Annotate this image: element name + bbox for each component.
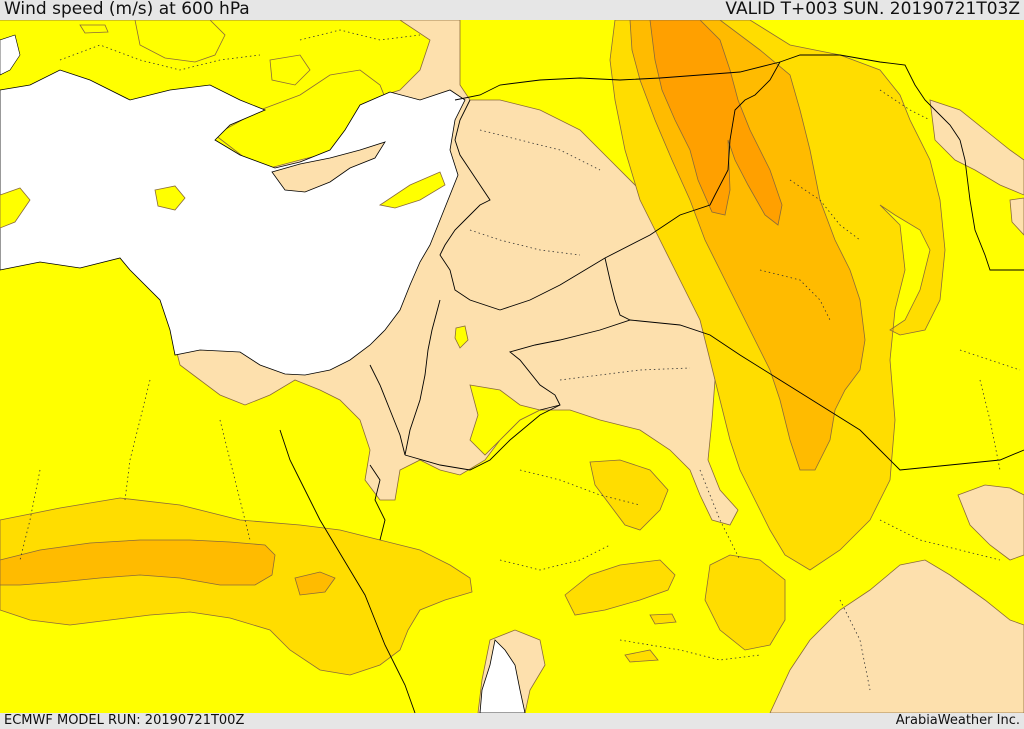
border-jordan-saudi (509, 257, 632, 411)
valid-time: VALID T+003 SUN. 20190721T03Z (725, 0, 1020, 19)
band-low-sea-patch (378, 171, 446, 209)
footer-bar: ECMWF MODEL RUN: 20190721T00Z ArabiaWeat… (0, 713, 1024, 729)
border-sinai-saudi (404, 404, 561, 471)
border-levant (439, 99, 501, 311)
band-low-sea-patch-2 (154, 185, 186, 211)
band-lowest-east (957, 484, 1024, 561)
border-egypt-israel (369, 364, 406, 456)
model-run-label: ECMWF MODEL RUN: 20190721T00Z (4, 713, 245, 728)
band-lowest-southeast (769, 559, 1024, 713)
header-bar: Wind speed (m/s) at 600 hPa VALID T+003 … (0, 0, 1024, 20)
band-mid-south-1 (564, 559, 676, 616)
band-mid-south-2 (704, 554, 786, 651)
border-israel-jordan (404, 299, 441, 456)
border-egypt-sudan (369, 464, 386, 541)
band-lowest-northeast-2 (1009, 197, 1024, 236)
band-mid-south-4 (624, 649, 659, 663)
band-low-turkey-a (134, 20, 226, 63)
cyprus-island (271, 141, 386, 193)
band-highest-jet (649, 20, 783, 226)
band-low-turkey-b (79, 24, 109, 34)
band-mid-central (589, 459, 669, 531)
border-iraq-saudi (629, 319, 1024, 471)
band-low-jordan (469, 384, 542, 456)
band-high-egypt (0, 539, 276, 586)
lake-feature (454, 325, 469, 349)
band-high-egypt-2 (294, 571, 336, 596)
band-mid-south-3 (649, 613, 677, 625)
band-low-sea-patch-3 (0, 187, 31, 229)
wind-speed-map (0, 20, 1024, 713)
border-iran-iraq (959, 139, 1024, 271)
band-lowest-northeast (929, 99, 1024, 196)
red-sea (479, 639, 526, 713)
mediterranean-sea (0, 69, 466, 376)
border-nile (279, 429, 416, 713)
map-title: Wind speed (m/s) at 600 hPa (4, 0, 250, 19)
band-low-turkey-d (269, 54, 311, 86)
border-syria-iraq (499, 61, 781, 311)
credit-label: ArabiaWeather Inc. (895, 713, 1020, 728)
country-borders (279, 54, 1024, 713)
aegean-islands (0, 34, 21, 76)
province-outlines (19, 29, 1021, 691)
